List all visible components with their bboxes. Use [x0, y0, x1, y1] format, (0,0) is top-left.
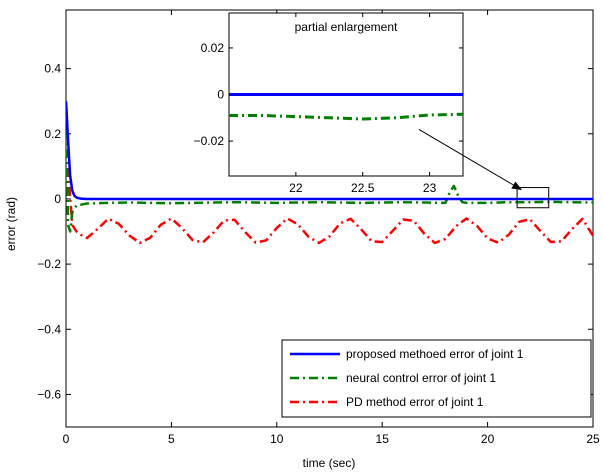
inset-series-line-1: [229, 112, 463, 121]
x-tick-label: 25: [586, 432, 600, 446]
inset-y-tick-label: 0: [217, 88, 224, 102]
y-tick-label: 0.2: [44, 127, 61, 141]
inset-x-tick-label: 22.5: [351, 181, 375, 195]
series-line-2: [66, 110, 593, 233]
inset-plot-area: partial enlargement 22 22.5 23 −0.02 0 0.02: [194, 12, 522, 195]
inset-y-tick-label: 0.02: [201, 41, 225, 55]
inset-title: partial enlargement: [295, 20, 398, 34]
inset-series-group: [229, 93, 463, 121]
inset-x-tick-label: 23: [423, 181, 437, 195]
y-tick-label: 0: [54, 192, 61, 206]
x-axis-label: time (sec): [303, 456, 356, 470]
x-tick-label: 0: [63, 432, 70, 446]
y-tick-label: 0.4: [44, 62, 61, 76]
legend-label-3: PD method error of joint 1: [346, 395, 484, 409]
y-tick-label: −0.6: [37, 387, 61, 401]
inset-x-tick-label: 22: [289, 181, 303, 195]
legend: proposed methoed error of joint 1 neural …: [281, 339, 592, 418]
x-tick-label: 5: [168, 432, 175, 446]
series-line-3: [66, 110, 593, 245]
y-axis-label: error (rad): [4, 197, 18, 251]
y-tick-label: −0.4: [37, 322, 61, 336]
x-tick-label: 20: [481, 432, 495, 446]
x-tick-label: 15: [376, 432, 390, 446]
legend-label-2: neural control error of joint 1: [346, 371, 496, 385]
legend-label-1: proposed methoed error of joint 1: [346, 347, 524, 361]
series-line-1: [66, 101, 593, 201]
zoom-box: [516, 187, 550, 209]
series-group: [66, 101, 593, 245]
y-tick-label: −0.2: [37, 257, 61, 271]
zoom-arrow: [418, 128, 522, 191]
inset-y-tick-label: −0.02: [194, 134, 225, 148]
x-tick-label: 10: [270, 432, 284, 446]
